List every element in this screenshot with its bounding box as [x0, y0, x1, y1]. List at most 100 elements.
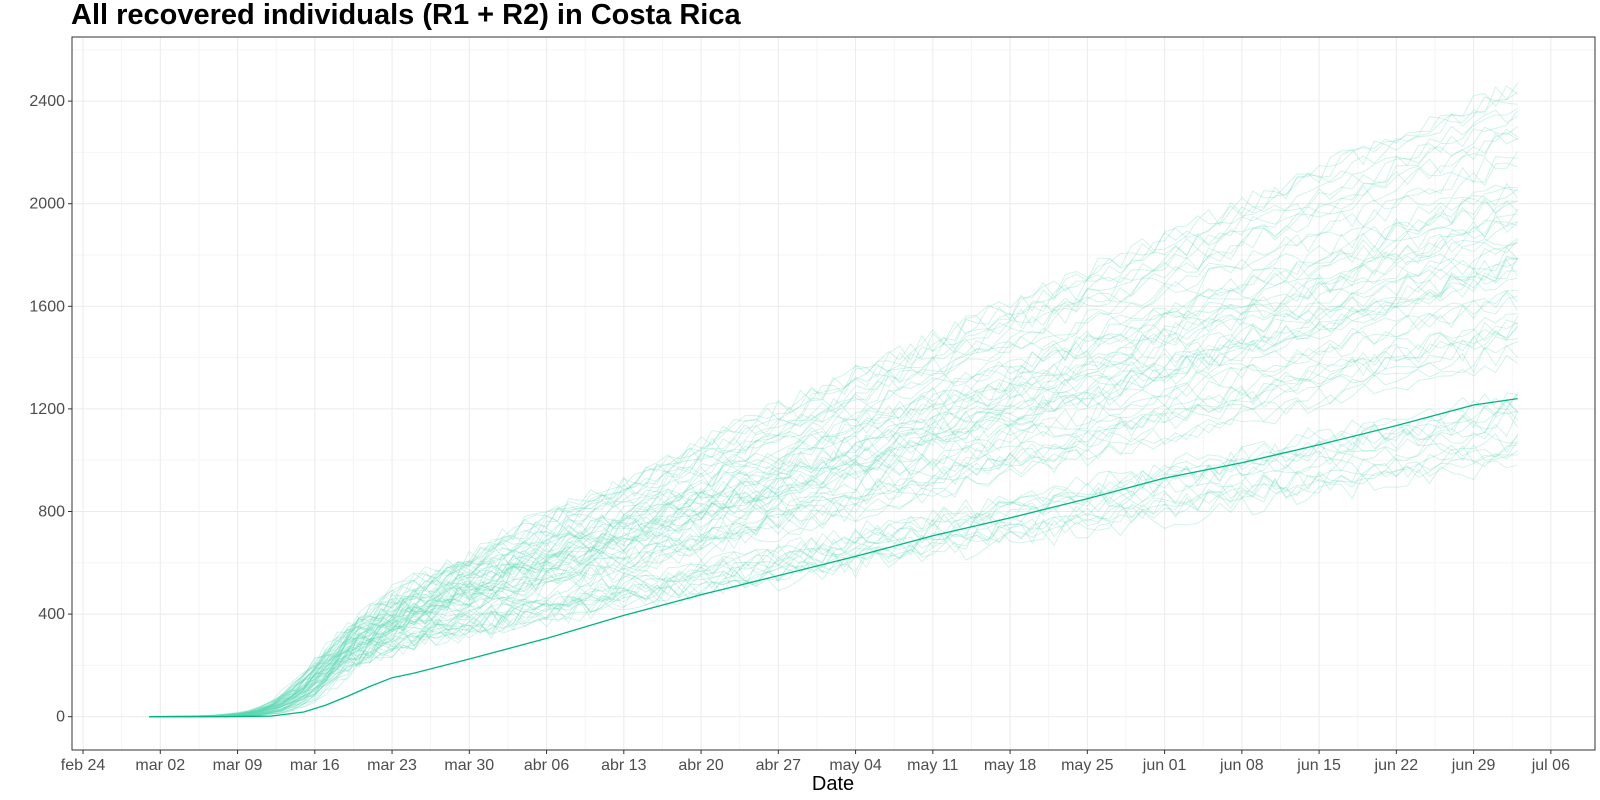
simulation-line: [149, 392, 1519, 718]
x-axis-title: Date: [812, 773, 854, 795]
x-tick-label: jun 15: [1296, 757, 1341, 774]
y-tick-label: 1600: [29, 298, 65, 315]
chart-title: All recovered individuals (R1 + R2) in C…: [71, 0, 741, 31]
simulation-line: [149, 392, 1518, 718]
x-tick-label: abr 27: [756, 757, 801, 774]
simulation-line: [149, 255, 1518, 718]
simulation-line: [149, 410, 1518, 718]
x-tick-label: jun 08: [1219, 757, 1264, 774]
x-tick-label: may 25: [1061, 757, 1114, 774]
y-tick-label: 0: [56, 709, 65, 726]
x-tick-label: may 04: [829, 757, 882, 774]
simulation-line: [149, 411, 1519, 718]
grid-minor: [72, 37, 1595, 750]
simulation-line: [149, 109, 1518, 718]
simulation-line: [149, 433, 1519, 718]
x-axis: feb 24 mar 02 mar 09 mar 16 mar 23 mar 30 abr …: [61, 750, 1570, 774]
y-tick-label: 1200: [29, 401, 65, 418]
simulation-line: [149, 398, 1519, 718]
y-axis: 0 400 800 1200 1600 2000 2400: [29, 93, 72, 726]
simulation-line: [149, 290, 1518, 718]
main-series-lines: [149, 397, 1518, 718]
simulation-line: [149, 108, 1518, 717]
simulation-line: [149, 197, 1518, 718]
simulation-line: [149, 325, 1519, 718]
simulation-line: [149, 295, 1518, 718]
simulation-line: [149, 213, 1518, 718]
simulation-line: [149, 257, 1518, 718]
x-tick-label: mar 30: [444, 757, 494, 774]
simulation-line: [149, 259, 1519, 718]
simulation-line: [149, 238, 1518, 718]
simulation-line: [149, 91, 1518, 717]
x-tick-label: jun 22: [1374, 757, 1419, 774]
simulation-line: [149, 188, 1519, 718]
simulation-line: [149, 162, 1518, 718]
simulation-line: [149, 132, 1518, 717]
simulation-line: [149, 341, 1518, 718]
y-tick-label: 400: [38, 606, 65, 623]
simulation-line: [149, 270, 1518, 718]
simulation-line: [149, 344, 1519, 718]
simulation-line: [149, 326, 1519, 718]
x-tick-label: mar 23: [367, 757, 417, 774]
simulation-line: [149, 84, 1519, 718]
simulation-line: [149, 220, 1518, 718]
simulation-line: [149, 319, 1518, 718]
simulation-line: [149, 435, 1519, 718]
x-tick-label: may 18: [984, 757, 1037, 774]
simulation-line: [149, 335, 1518, 718]
simulation-line: [149, 261, 1518, 718]
simulation-line: [149, 460, 1518, 718]
simulation-line: [149, 454, 1518, 718]
simulation-line: [149, 393, 1519, 718]
x-tick-label: feb 24: [61, 757, 106, 774]
simulation-line: [149, 132, 1518, 718]
simulation-line: [149, 431, 1518, 718]
y-tick-label: 2000: [29, 196, 65, 213]
simulation-line: [149, 239, 1519, 717]
simulation-line: [149, 237, 1519, 718]
simulation-line: [149, 110, 1519, 718]
y-tick-label: 800: [38, 503, 65, 520]
x-tick-label: mar 09: [213, 757, 263, 774]
x-tick-label: mar 16: [290, 757, 340, 774]
x-tick-label: abr 06: [524, 757, 569, 774]
simulation-line: [149, 208, 1519, 718]
simulation-line: [149, 400, 1519, 718]
simulation-line: [149, 82, 1519, 717]
simulation-line: [149, 289, 1519, 718]
simulation-line: [149, 246, 1519, 718]
simulation-line: [149, 444, 1518, 718]
simulation-line: [149, 322, 1518, 718]
simulation-line: [149, 125, 1519, 718]
x-tick-label: abr 20: [678, 757, 723, 774]
x-tick-label: mar 02: [135, 757, 185, 774]
x-tick-label: may 11: [907, 757, 958, 774]
y-tick-label: 2400: [29, 93, 65, 110]
simulation-line: [149, 213, 1519, 718]
grid-major: [72, 37, 1595, 750]
simulation-line: [149, 407, 1519, 718]
simulation-line: [149, 155, 1518, 718]
x-tick-label: jul 06: [1531, 757, 1570, 774]
simulation-line: [149, 182, 1519, 718]
simulation-line: [149, 96, 1518, 718]
x-tick-label: abr 13: [601, 757, 646, 774]
main-series-line: [149, 397, 1518, 718]
simulation-line: [149, 410, 1519, 718]
simulation-line: [149, 256, 1518, 718]
simulation-line: [149, 313, 1518, 718]
simulation-line: [149, 186, 1518, 718]
simulation-line: [149, 277, 1518, 718]
simulation-line: [149, 449, 1519, 718]
x-tick-label: jun 29: [1451, 757, 1496, 774]
simulation-line: [149, 440, 1519, 718]
simulation-line: [149, 200, 1518, 718]
simulation-line: [149, 257, 1519, 718]
simulation-line: [149, 128, 1518, 718]
simulation-line: [149, 220, 1518, 718]
simulation-line: [149, 291, 1519, 718]
simulation-line: [149, 199, 1519, 718]
